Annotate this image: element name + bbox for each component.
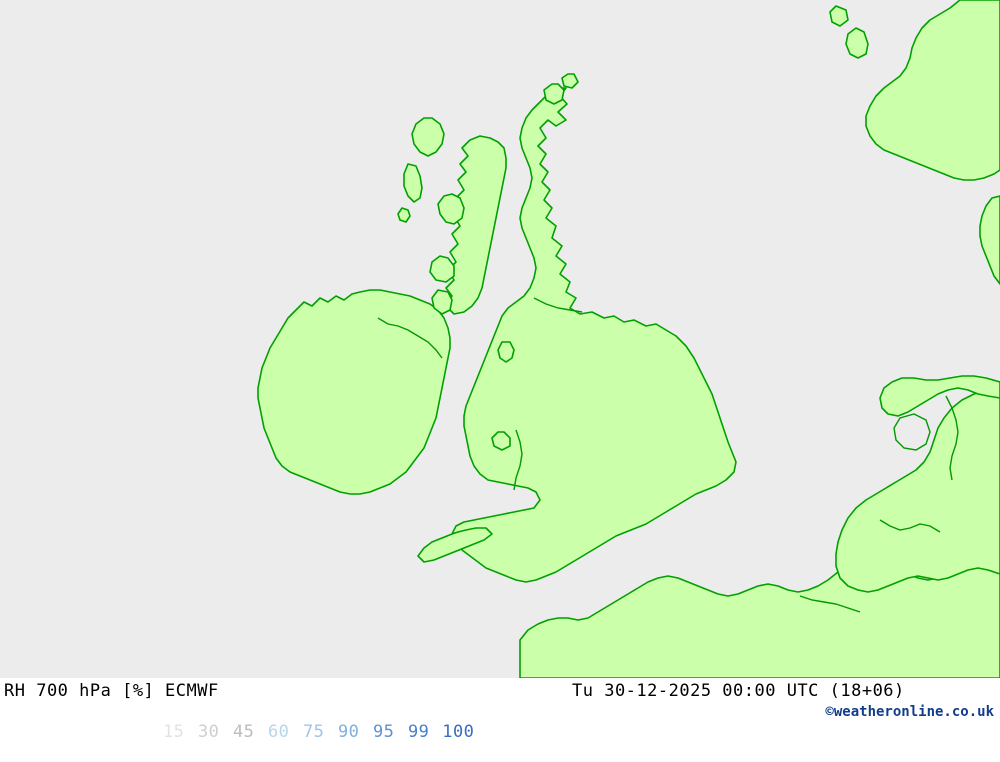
colorbar-tick-95: 95 (372, 722, 395, 742)
isle-of-islay-jura (431, 289, 453, 315)
belgium-france-border (799, 595, 861, 613)
norway-coastal-island (829, 5, 849, 27)
isle-of-mull (429, 255, 455, 283)
wales-england-border (513, 429, 523, 491)
isle-of-man (497, 341, 515, 363)
ireland-landmass (257, 289, 451, 495)
internal-borders (377, 297, 959, 613)
map-canvas[interactable] (0, 0, 1000, 678)
ijsselmeer-outline (893, 413, 931, 451)
weather-map-page: RH 700 hPa [%] ECMWF 15 30 45 60 75 90 95 99 100… (0, 0, 1000, 742)
orkney-islands (543, 83, 565, 105)
colorbar-tick-45: 45 (232, 722, 255, 742)
denmark-jutland (979, 195, 1000, 285)
great-britain-landmass (451, 87, 737, 583)
norway-fjord-islands (845, 27, 869, 59)
outer-hebrides-uist (403, 163, 423, 203)
chart-title: RH 700 hPa [%] ECMWF (4, 681, 219, 701)
colorbar-tick-60: 60 (267, 722, 290, 742)
colorbar-tick-75: 75 (302, 722, 325, 742)
netherlands-germany-border (945, 395, 959, 481)
land-masses (257, 0, 1000, 678)
orkney-north-isle (561, 73, 579, 89)
copyright-notice: ©weatheronline.co.uk (825, 704, 994, 720)
isle-of-skye (437, 193, 465, 225)
outer-hebrides-barra (397, 207, 411, 223)
map-svg (257, 0, 1000, 678)
colorbar-tick-labels: 15 30 45 60 75 90 95 99 100 (96, 702, 485, 762)
colorbar-tick-100: 100 (442, 722, 475, 742)
colorbar-tick-30: 30 (197, 722, 220, 742)
benelux-germany-landmass (835, 389, 1000, 593)
scotland-england-border (533, 297, 583, 313)
map-footer: RH 700 hPa [%] ECMWF 15 30 45 60 75 90 95 99 100… (0, 678, 1000, 742)
forecast-timestamp: Tu 30-12-2025 00:00 UTC (18+06) (572, 681, 905, 701)
colorbar-tick-15: 15 (162, 722, 185, 742)
anglesey-island (491, 431, 511, 451)
cornwall-peninsula (417, 527, 493, 563)
southern-norway (865, 0, 1000, 181)
netherlands-belgium-border (879, 519, 941, 533)
colorbar-tick-99: 99 (407, 722, 430, 742)
colorbar-tick-90: 90 (337, 722, 360, 742)
netherlands-north-coast (879, 375, 1000, 417)
outer-hebrides-lewis (411, 117, 445, 157)
northern-ireland-border (377, 317, 443, 359)
